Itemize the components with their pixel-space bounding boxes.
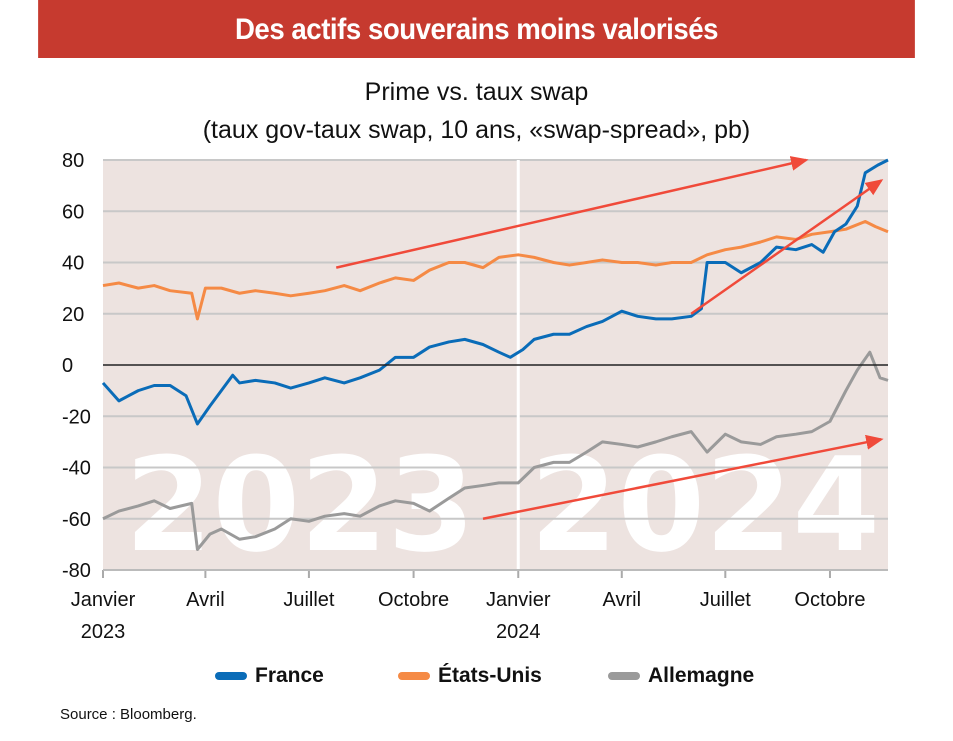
x-tick-label: Avril — [603, 589, 642, 611]
legend-label: États-Unis — [438, 664, 542, 687]
trend-arrow — [690, 179, 884, 315]
x-tick-year-label: 2024 — [496, 621, 541, 643]
y-tick-label: -80 — [62, 560, 91, 582]
watermark-2024: 2024 — [530, 429, 880, 581]
legend-swatch — [398, 672, 430, 680]
y-tick-label: -60 — [62, 509, 91, 531]
series-line-etats-unis — [102, 220, 889, 321]
legend-item-allemagne: Allemagne — [608, 664, 754, 688]
x-tick-label: Octobre — [794, 589, 865, 611]
x-tick-label: Juillet — [700, 589, 752, 611]
legend-swatch — [608, 672, 640, 680]
legend-swatch — [215, 672, 247, 680]
watermark-2023: 2023 — [125, 429, 475, 581]
x-tick-year-label: 2023 — [81, 621, 126, 643]
line-chart: 2023 2024 80 60 40 20 0 -20 -40 -60 -80 Janvier 2023… — [62, 150, 889, 643]
x-tick-label: Juillet — [283, 589, 335, 611]
legend: France États-Unis Allemagne — [0, 664, 953, 694]
trend-arrow — [482, 434, 884, 520]
y-tick-label: 60 — [62, 201, 84, 223]
x-tick-label: Avril — [186, 589, 225, 611]
x-tick-label: Janvier — [486, 589, 551, 611]
source-note: Source : Bloomberg. — [60, 706, 197, 723]
trend-arrow — [335, 156, 809, 269]
y-tick-label: -20 — [62, 406, 91, 428]
y-tick-label: 20 — [62, 304, 84, 326]
legend-label: Allemagne — [648, 664, 755, 687]
chart-title: Prime vs. taux swap — [364, 78, 589, 106]
y-tick-label: -40 — [62, 458, 91, 480]
legend-item-france: France — [215, 664, 324, 688]
y-tick-label: 40 — [62, 253, 84, 275]
y-tick-label: 80 — [62, 150, 84, 172]
x-tick-label: Octobre — [378, 589, 449, 611]
legend-label: France — [255, 664, 324, 687]
legend-item-etats-unis: États-Unis — [398, 664, 542, 688]
chart-banner-title: Des actifs souverains moins valorisés — [38, 0, 915, 58]
x-tick-label: Janvier — [71, 589, 136, 611]
y-tick-label: 0 — [62, 355, 73, 377]
chart-subtitle: (taux gov-taux swap, 10 ans, «swap-sprea… — [202, 116, 751, 144]
